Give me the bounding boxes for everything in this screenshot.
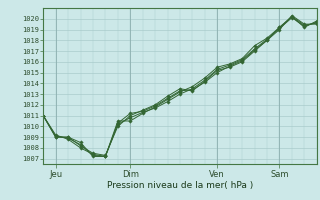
X-axis label: Pression niveau de la mer( hPa ): Pression niveau de la mer( hPa )	[107, 181, 253, 190]
